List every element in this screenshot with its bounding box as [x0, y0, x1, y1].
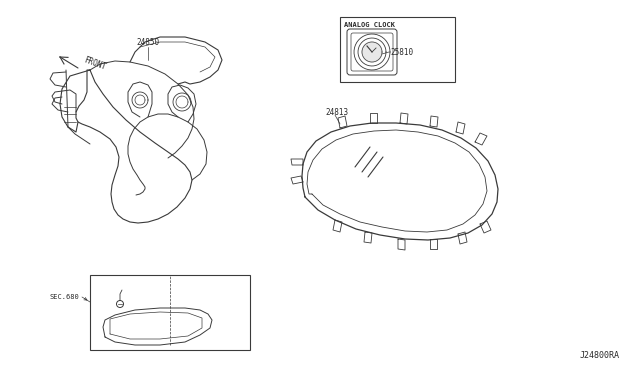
Text: ANALOG CLOCK: ANALOG CLOCK: [344, 22, 395, 28]
Bar: [340, 17, 455, 82]
Text: 24850: 24850: [136, 38, 159, 46]
Text: 24813: 24813: [325, 108, 348, 116]
Text: 25810: 25810: [390, 48, 413, 57]
Bar: [90, 275, 250, 350]
FancyBboxPatch shape: [347, 29, 397, 75]
Text: FRONT: FRONT: [82, 56, 107, 72]
Circle shape: [116, 301, 124, 308]
Text: SEC.680: SEC.680: [49, 294, 79, 300]
Circle shape: [362, 42, 382, 62]
Text: J24800RA: J24800RA: [580, 351, 620, 360]
